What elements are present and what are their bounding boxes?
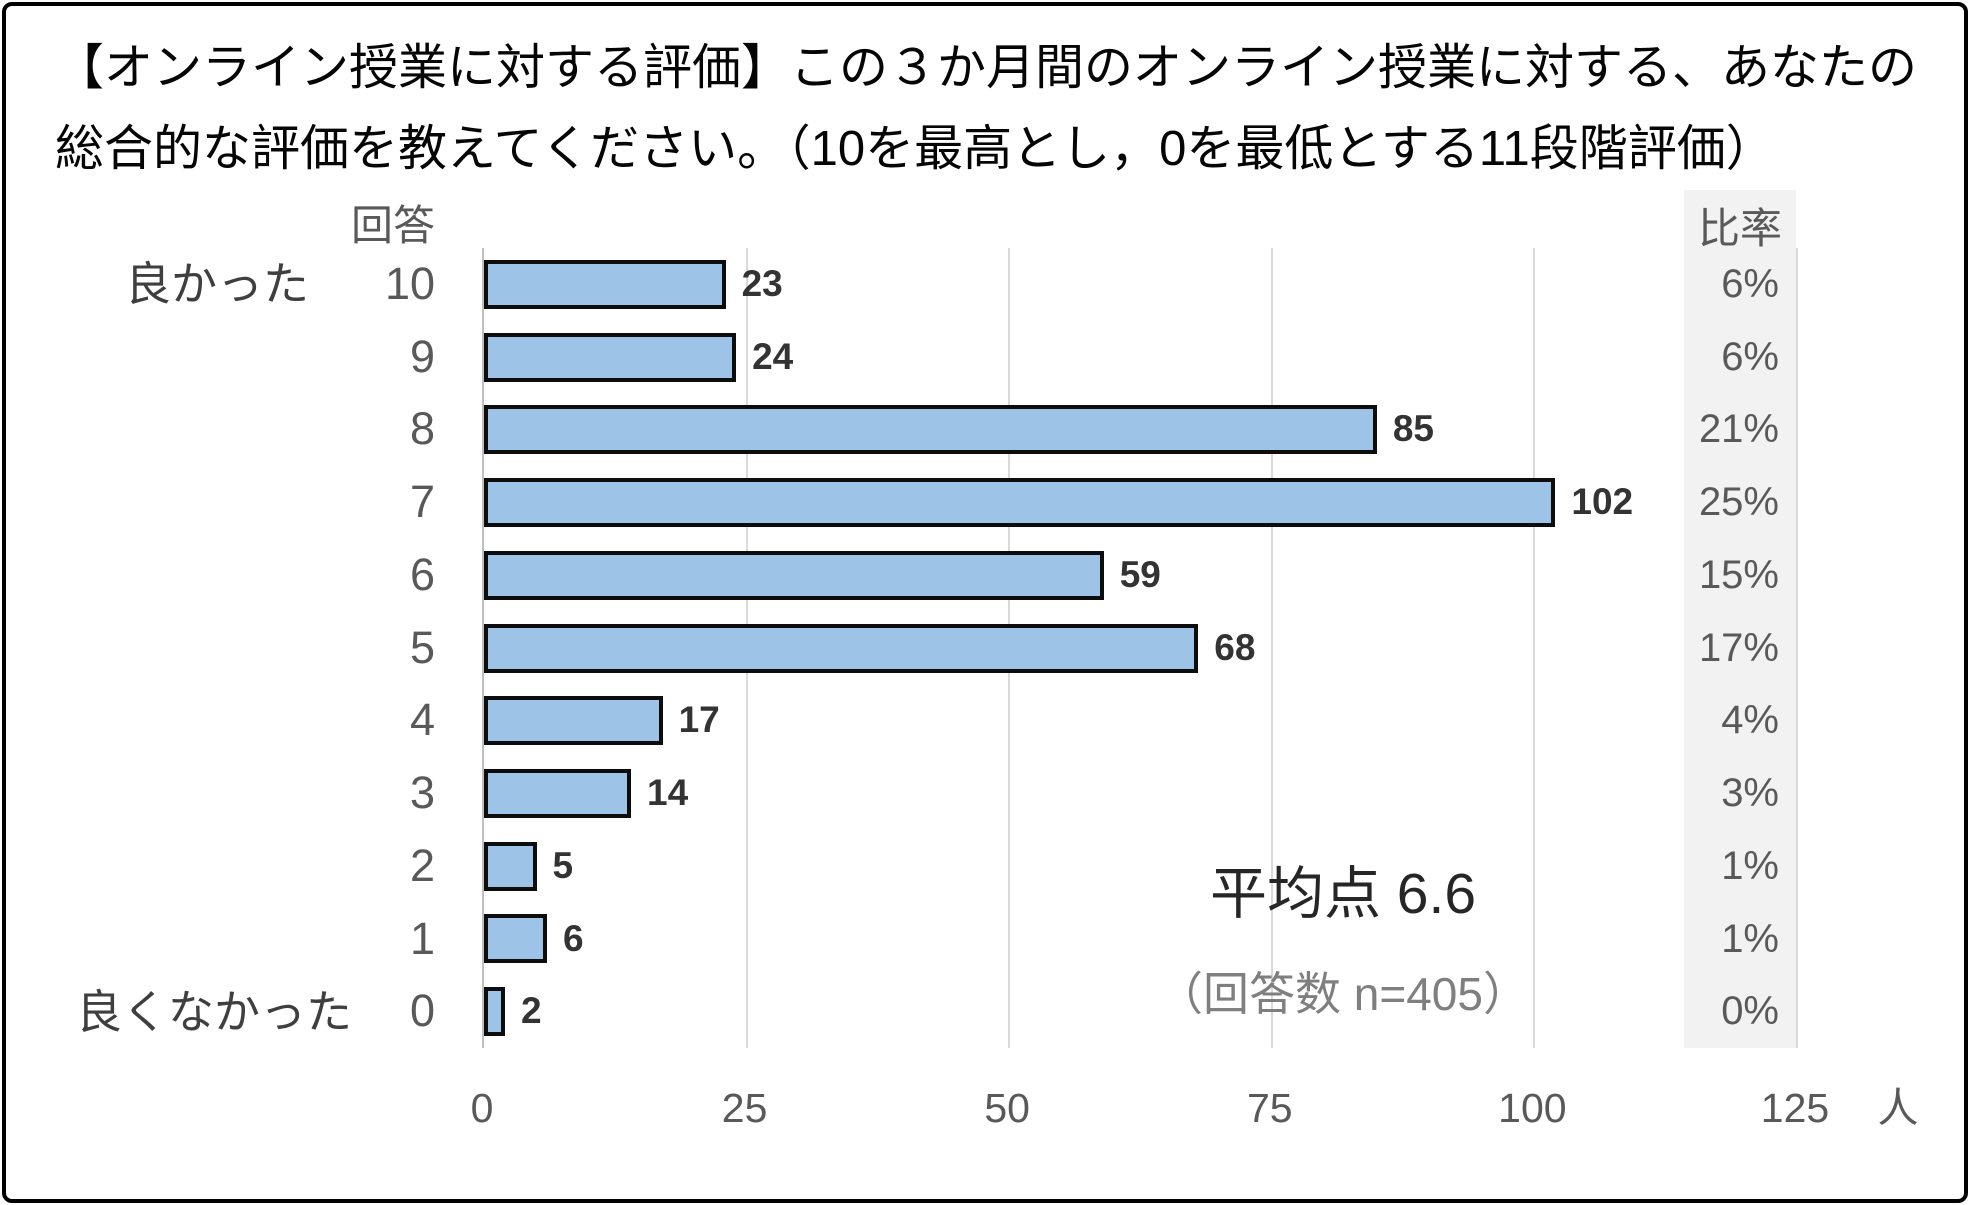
gridline-125 bbox=[1796, 248, 1798, 1048]
bar-score-6 bbox=[484, 550, 1104, 600]
x-axis-unit-label: 人 bbox=[1877, 1085, 1919, 1131]
bar-score-1 bbox=[484, 914, 548, 964]
chart-title-line-2: 総合的な評価を教えてください。（10を最高とし，0を最低とする11段階評価） bbox=[55, 122, 1775, 176]
percent-label: 3% bbox=[1721, 771, 1779, 816]
bar-score-0 bbox=[484, 987, 505, 1037]
x-tick-100: 100 bbox=[1498, 1085, 1567, 1131]
bar-value-label: 5 bbox=[552, 844, 574, 886]
row-label-3: 3 bbox=[409, 767, 435, 819]
ratio-column-background bbox=[1684, 190, 1796, 1048]
bar-value-label: 17 bbox=[678, 699, 720, 741]
percent-label: 1% bbox=[1721, 843, 1779, 888]
bar-value-label: 24 bbox=[752, 335, 794, 377]
x-axis-tick-labels: 0 25 50 75 100 125 bbox=[0, 1085, 1970, 1131]
gridline-75 bbox=[1270, 248, 1273, 1048]
percent-label: 6% bbox=[1721, 334, 1779, 379]
percent-label: 17% bbox=[1698, 625, 1779, 670]
row-label-9: 9 bbox=[409, 330, 435, 382]
row-label-5: 5 bbox=[409, 621, 435, 673]
x-tick-0: 0 bbox=[470, 1085, 494, 1131]
bar-score-3 bbox=[484, 768, 632, 818]
bar-value-label: 68 bbox=[1214, 626, 1256, 668]
percent-column: 6% 6% 21% 25% 15% 17% 4% 3% 1% 1% 0% bbox=[1659, 248, 1779, 1048]
bar-value-label: 23 bbox=[741, 263, 783, 304]
bar-value-label: 2 bbox=[521, 990, 542, 1032]
row-label-2: 2 bbox=[409, 839, 435, 891]
percent-label: 1% bbox=[1721, 916, 1779, 961]
row-label-8: 8 bbox=[409, 403, 435, 455]
bar-score-9 bbox=[484, 332, 737, 382]
percent-label: 0% bbox=[1721, 989, 1779, 1034]
bar-value-label: 85 bbox=[1392, 408, 1434, 450]
chart-title-line-1: 【オンライン授業に対する評価】この３か月間のオンライン授業に対する、あなたの bbox=[55, 41, 1918, 95]
percent-label: 4% bbox=[1721, 698, 1779, 743]
bar-score-2 bbox=[484, 841, 537, 891]
bar-value-label: 6 bbox=[563, 917, 584, 959]
chart-title: 【オンライン授業に対する評価】この３か月間のオンライン授業に対する、あなたの 総… bbox=[55, 28, 1917, 190]
plot-area: 23 24 85 102 59 68 17 14 5 6 2 bbox=[482, 248, 1798, 1048]
bar-score-8 bbox=[484, 405, 1377, 455]
scale-label-good: 良かった bbox=[125, 258, 309, 310]
row-label-7: 7 bbox=[409, 476, 435, 528]
row-label-4: 4 bbox=[409, 694, 435, 746]
category-axis-labels: 10 9 8 7 6 5 4 3 2 1 0 bbox=[285, 248, 435, 1048]
bar-score-10 bbox=[484, 259, 726, 309]
row-label-1: 1 bbox=[409, 912, 435, 964]
average-score-annotation: 平均点 6.6 bbox=[1209, 862, 1477, 926]
bar-value-label: 59 bbox=[1119, 553, 1161, 595]
ratio-column-header: 比率 bbox=[1697, 205, 1782, 252]
gridline-100 bbox=[1533, 248, 1536, 1048]
percent-label: 15% bbox=[1698, 552, 1779, 597]
row-label-0: 0 bbox=[409, 985, 435, 1037]
respondent-count-annotation: （回答数 n=405） bbox=[1157, 968, 1529, 1020]
x-tick-125: 125 bbox=[1760, 1085, 1830, 1131]
row-label-6: 6 bbox=[409, 548, 435, 600]
x-tick-25: 25 bbox=[721, 1085, 768, 1131]
x-tick-50: 50 bbox=[984, 1085, 1030, 1131]
bar-score-5 bbox=[484, 623, 1199, 673]
bar-score-4 bbox=[484, 696, 663, 746]
percent-label: 21% bbox=[1698, 407, 1779, 452]
bar-score-7 bbox=[484, 478, 1556, 528]
scale-label-not-good: 良くなかった bbox=[76, 986, 352, 1038]
bar-value-label: 14 bbox=[647, 772, 689, 814]
percent-label: 6% bbox=[1721, 262, 1779, 306]
row-label-10: 10 bbox=[384, 258, 435, 309]
x-tick-75: 75 bbox=[1246, 1085, 1293, 1131]
answer-column-header: 回答 bbox=[350, 202, 435, 249]
bar-value-label: 102 bbox=[1571, 481, 1634, 523]
percent-label: 25% bbox=[1698, 480, 1779, 525]
